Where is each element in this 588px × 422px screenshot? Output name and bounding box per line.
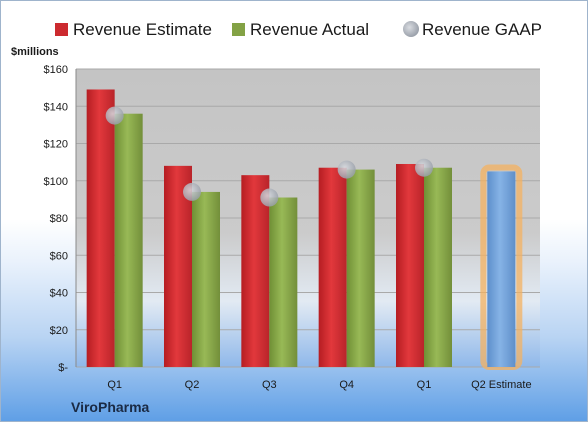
bar-revenue-actual [424, 167, 452, 367]
x-tick-label: Q3 [262, 379, 277, 391]
bar-revenue-estimate [241, 175, 270, 367]
legend-swatch [55, 23, 68, 36]
bar-revenue-actual [269, 197, 298, 367]
legend-label: Revenue Estimate [73, 20, 212, 39]
bar-revenue-estimate [396, 163, 424, 367]
y-axis: $- $20 $40 $60 $80 $100 $120 $140 $160 [44, 64, 77, 374]
legend-label: Revenue GAAP [422, 20, 542, 39]
x-axis: Q1 Q2 Q3 Q4 Q1 Q2 Estimate [107, 379, 531, 391]
bar-revenue-actual [114, 113, 143, 367]
y-tick-label: $80 [50, 213, 68, 225]
marker-revenue-gaap [415, 158, 433, 177]
y-tick-label: $20 [50, 325, 68, 337]
y-unit-label: $millions [11, 46, 59, 58]
y-tick-label: $160 [44, 64, 68, 76]
bar-revenue-actual [192, 191, 220, 367]
marker-revenue-gaap [337, 160, 356, 179]
legend-swatch [403, 21, 419, 37]
x-tick-label: Q1 [107, 379, 122, 391]
x-tick-label: Q2 [185, 379, 200, 391]
bars [86, 89, 523, 370]
y-tick-label: $120 [44, 139, 68, 151]
x-tick-label: Q1 [417, 379, 432, 391]
legend-label: Revenue Actual [250, 20, 369, 39]
bar-revenue-estimate [318, 167, 347, 367]
bar-revenue-estimate-upcoming [487, 171, 516, 367]
marker-revenue-gaap [183, 182, 201, 201]
bar-revenue-estimate [86, 89, 115, 368]
legend: Revenue Estimate Revenue Actual Revenue GA… [55, 20, 542, 39]
company-name: ViroPharma [71, 399, 150, 415]
x-tick-label: Q4 [339, 379, 354, 391]
grid [76, 68, 540, 368]
bar-revenue-actual [346, 169, 375, 367]
y-tick-label: $- [58, 362, 68, 374]
y-tick-label: $40 [50, 288, 68, 300]
y-tick-label: $140 [44, 101, 68, 113]
marker-revenue-gaap [260, 188, 279, 207]
y-tick-label: $60 [50, 250, 68, 262]
x-tick-label: Q2 Estimate [471, 379, 532, 391]
legend-swatch [232, 23, 245, 36]
gaap-markers [105, 106, 433, 207]
y-tick-label: $100 [44, 176, 68, 188]
marker-revenue-gaap [105, 106, 124, 125]
